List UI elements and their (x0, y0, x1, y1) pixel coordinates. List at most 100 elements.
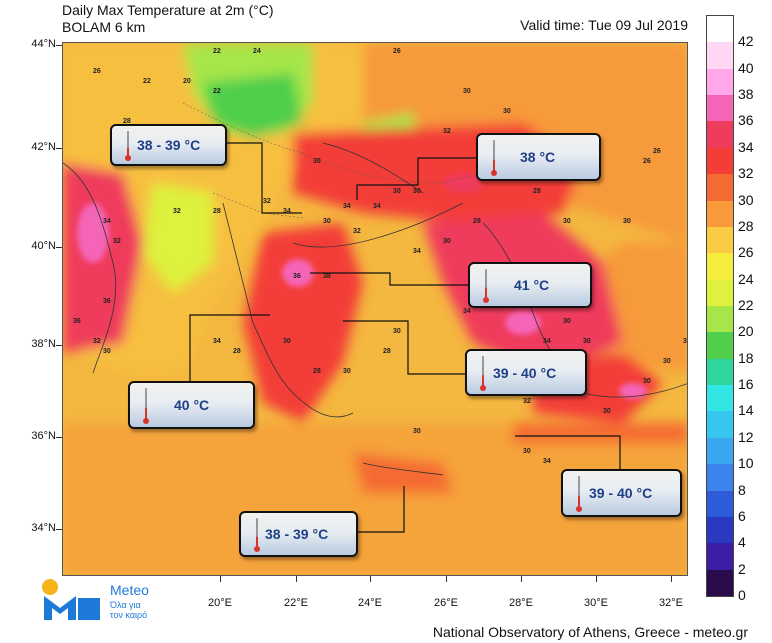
colorbar-segment (707, 332, 733, 360)
colorbar-label: 38 (738, 86, 754, 103)
lat-label: 36°N (31, 430, 56, 442)
colorbar-segment (707, 174, 733, 202)
lon-tick (521, 576, 522, 582)
colorbar-label: 22 (738, 297, 754, 313)
map-value-label: 28 (233, 348, 241, 355)
colorbar-label: 30 (738, 191, 754, 208)
colorbar-segment (707, 147, 733, 175)
map-value-label: 30 (283, 338, 291, 345)
temperature-callout: 38 - 39 °C (239, 511, 358, 557)
logo-tagline-2: τον καιρό (110, 610, 148, 620)
colorbar-segment (707, 358, 733, 386)
colorbar-segment (707, 516, 733, 544)
lon-tick (446, 576, 447, 582)
callout-label: 39 - 40 °C (589, 485, 653, 501)
map-value-label: 22 (213, 48, 221, 55)
logo-name: Meteo (110, 582, 149, 598)
logo-tagline-1: Όλα για (110, 600, 141, 610)
map-value-label: 34 (103, 218, 111, 225)
colorbar-label: 6 (738, 507, 746, 524)
colorbar-label: 2 (738, 560, 746, 577)
map-value-label: 22 (143, 78, 151, 85)
map-value-label: 28 (313, 368, 321, 375)
map-value-label: 36 (103, 298, 111, 305)
colorbar-label: 16 (738, 376, 754, 393)
map-value-label: 34 (373, 203, 381, 210)
map-value-label: 30 (563, 218, 571, 225)
map-value-label: 30 (313, 158, 321, 165)
thermometer-icon (143, 388, 149, 424)
colorbar-segment (707, 385, 733, 412)
colorbar-label: 12 (738, 428, 754, 445)
lon-label: 30°E (584, 597, 608, 609)
lon-tick (370, 576, 371, 582)
lat-tick (56, 45, 62, 46)
lon-tick (296, 576, 297, 582)
temperature-callout: 39 - 40 °C (561, 469, 682, 517)
map-value-label: 26 (643, 158, 651, 165)
map-value-label: 32 (263, 198, 271, 205)
map-value-label: 30 (503, 108, 511, 115)
lat-label: 40°N (31, 240, 56, 252)
colorbar-label: 24 (738, 270, 754, 287)
map-value-label: 30 (413, 188, 421, 195)
logo-icon (42, 579, 100, 620)
map-value-label: 26 (93, 68, 101, 75)
colorbar-segment (707, 42, 733, 70)
valid-time: Valid time: Tue 09 Jul 2019 (520, 17, 688, 33)
colorbar-segment (707, 16, 733, 43)
colorbar-segment (707, 569, 733, 597)
colorbar-label: 8 (738, 481, 746, 498)
lon-label: 28°E (509, 597, 533, 609)
map-value-label: 34 (343, 203, 351, 210)
thermometer-icon (480, 356, 486, 391)
map-value-label: 28 (383, 348, 391, 355)
map-value-label: 30 (563, 318, 571, 325)
lat-label: 42°N (31, 141, 56, 153)
map-value-label: 22 (213, 88, 221, 95)
map-value-label: 34 (413, 248, 421, 255)
map-value-label: 32 (113, 238, 121, 245)
colorbar-segment (707, 200, 733, 228)
map-value-label: 30 (583, 338, 591, 345)
map-value-label: 20 (183, 78, 191, 85)
map-value-label: 32 (443, 128, 451, 135)
map-value-label: 34 (463, 308, 471, 315)
lat-label: 38°N (31, 338, 56, 350)
map-value-label: 28 (123, 118, 131, 125)
lat-tick (56, 148, 62, 149)
map-value-label: 34 (213, 338, 221, 345)
colorbar-segment (707, 437, 733, 465)
callout-label: 40 °C (174, 397, 210, 413)
colorbar-segment (707, 253, 733, 281)
temperature-callout: 38 °C (476, 133, 601, 181)
colorbar-label: 4 (738, 534, 746, 551)
colorbar-segment (707, 68, 733, 96)
thermometer-icon (254, 518, 260, 552)
colorbar-label: 42 (738, 33, 754, 50)
colorbar-label: 10 (738, 455, 754, 472)
callout-label: 38 - 39 °C (137, 137, 201, 153)
lat-tick (56, 345, 62, 346)
colorbar-label: 14 (738, 402, 754, 419)
map-value-label: 28 (213, 208, 221, 215)
map-value-label: 34 (543, 338, 551, 345)
map-value-label: 30 (443, 238, 451, 245)
map-value-label: 30 (103, 348, 111, 355)
lon-label: 22°E (284, 597, 308, 609)
colorbar-label: 28 (738, 217, 754, 234)
lat-label: 34°N (31, 522, 56, 534)
colorbar-label: 34 (738, 138, 754, 155)
thermometer-icon (483, 269, 489, 303)
lon-tick (596, 576, 597, 582)
map-value-label: 26 (653, 148, 661, 155)
temperature-callout: 41 °C (468, 262, 592, 308)
map-value-label: 30 (523, 448, 531, 455)
map-value-label: 36 (73, 318, 81, 325)
colorbar-label: 20 (738, 323, 754, 340)
map-value-label: 30 (323, 218, 331, 225)
callout-label: 39 - 40 °C (493, 364, 557, 381)
lat-label: 44°N (31, 38, 56, 50)
temperature-callout: 40 °C (128, 381, 255, 429)
map-value-label: 30 (463, 88, 471, 95)
